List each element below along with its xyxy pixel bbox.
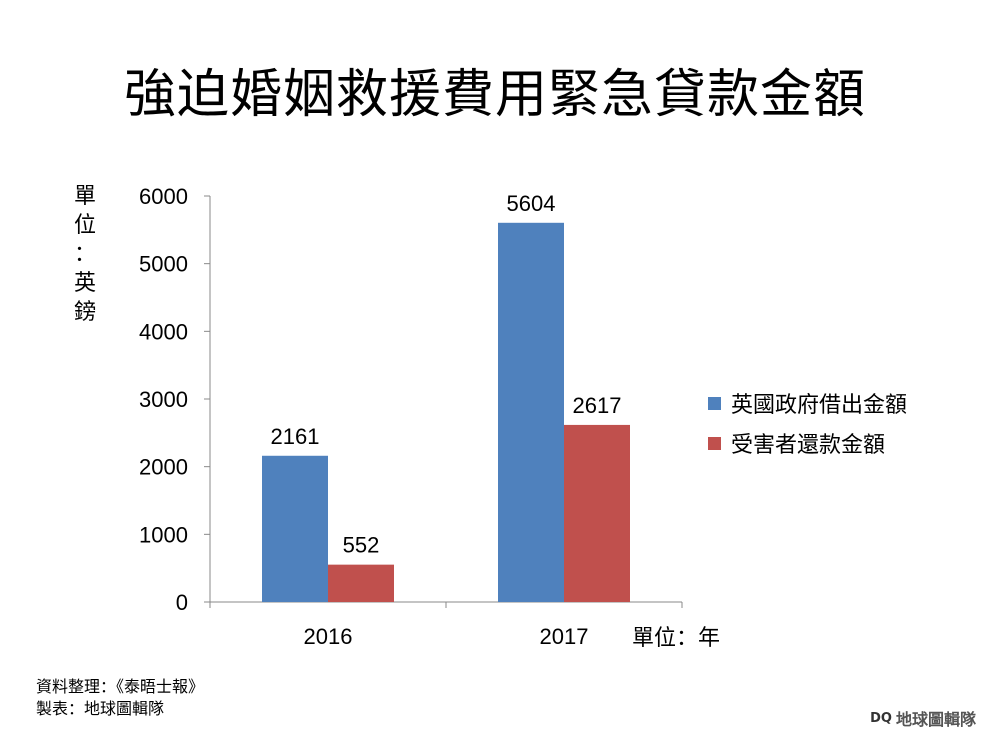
x-tick-label: 2017	[540, 624, 589, 649]
watermark: DQ 地球圖輯隊	[870, 706, 976, 730]
y-tick-label: 5000	[139, 252, 188, 277]
y-unit-char: 鎊	[73, 300, 96, 325]
bar	[328, 564, 394, 602]
y-unit-char: 位	[73, 213, 96, 238]
data-label: 552	[343, 533, 380, 558]
x-tick-label: 2016	[304, 624, 353, 649]
data-label: 5604	[507, 191, 556, 216]
bar	[262, 455, 328, 602]
bar	[564, 424, 630, 602]
y-unit-char: ：	[73, 242, 96, 267]
y-tick-label: 0	[176, 590, 188, 615]
bar	[498, 222, 564, 602]
legend-swatch	[708, 396, 721, 410]
source-note: 資料整理：《泰晤士報》 製表：地球圖輯隊	[36, 676, 204, 720]
y-tick-label: 4000	[139, 319, 188, 344]
source-line: 資料整理：《泰晤士報》	[36, 677, 205, 696]
watermark-logo: DQ	[870, 710, 892, 726]
y-unit-char: 英	[73, 271, 96, 296]
legend-item-series1: 英國政府借出金額	[708, 383, 907, 423]
chart-title: 強迫婚姻救援費用緊急貸款金額	[123, 65, 866, 125]
legend-swatch	[708, 436, 721, 450]
legend: 英國政府借出金額 受害者還款金額	[708, 383, 907, 463]
y-tick-label: 3000	[139, 387, 188, 412]
y-unit-char: 單	[73, 184, 96, 209]
y-tick-label: 2000	[139, 455, 188, 480]
data-label: 2617	[573, 393, 622, 418]
x-axis-unit-label: 單位：年	[632, 626, 721, 651]
legend-item-series2: 受害者還款金額	[708, 423, 907, 463]
data-label: 2161	[271, 424, 320, 449]
y-tick-label: 1000	[139, 522, 188, 547]
y-tick-label: 6000	[139, 184, 188, 209]
legend-label: 受害者還款金額	[731, 433, 886, 458]
watermark-text: 地球圖輯隊	[895, 710, 976, 729]
y-axis-unit-label: 單 位 ： 英 鎊	[70, 182, 100, 327]
legend-label: 英國政府借出金額	[731, 393, 908, 418]
credit-line: 製表：地球圖輯隊	[36, 699, 165, 718]
